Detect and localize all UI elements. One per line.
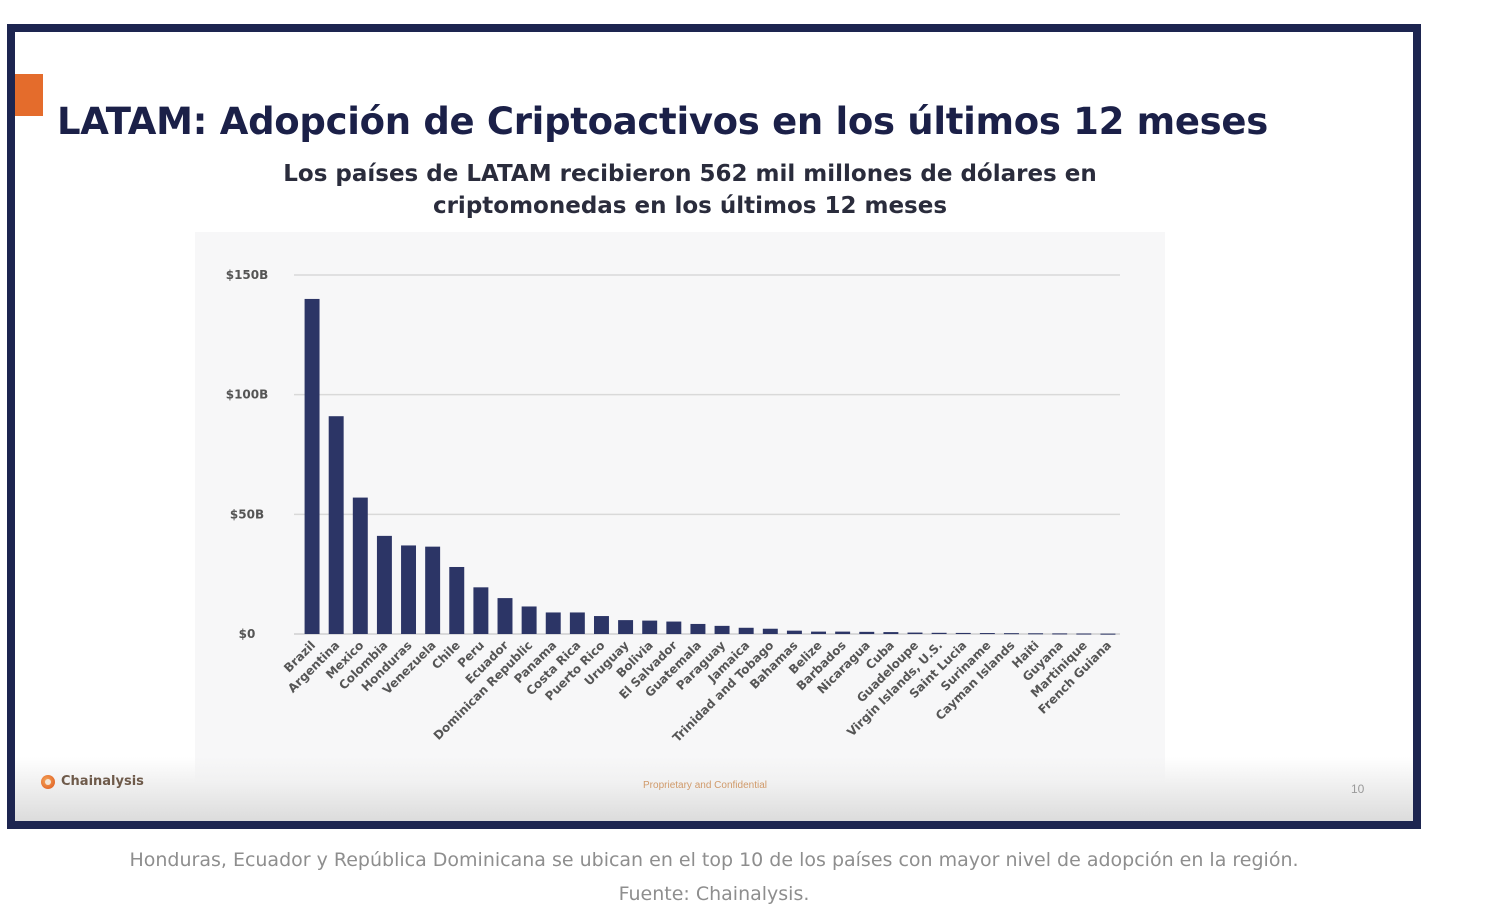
bar-honduras <box>401 545 417 634</box>
bar-costa-rica <box>569 612 585 634</box>
bar-venezuela <box>425 546 441 634</box>
bar-nicaragua <box>859 631 875 634</box>
bar-panama <box>545 612 561 634</box>
bar-suriname <box>979 633 995 635</box>
bar-barbados <box>835 631 851 634</box>
footer-logo: Chainalysis <box>41 774 144 789</box>
bar-peru <box>473 587 489 634</box>
image-caption: Honduras, Ecuador y República Dominicana… <box>0 843 1428 911</box>
bar-colombia <box>376 535 392 634</box>
bar-guadeloupe <box>907 632 923 634</box>
page-number: 10 <box>1351 782 1365 796</box>
bar-chart: $0$50B$100B$150BBrazilArgentinaMexicoCol… <box>226 268 1120 745</box>
slide-frame: LATAM: Adopción de Criptoactivos en los … <box>7 24 1421 829</box>
bar-paraguay <box>714 625 730 634</box>
y-tick-label: $0 <box>239 627 256 641</box>
y-tick-label: $100B <box>226 388 269 402</box>
bar-ecuador <box>497 598 513 634</box>
bar-uruguay <box>618 620 634 634</box>
bar-trinidad-and-tobago <box>762 628 778 634</box>
bar-jamaica <box>738 627 754 634</box>
bar-belize <box>811 631 827 634</box>
bar-french-guiana <box>1100 633 1116 635</box>
slide-title: LATAM: Adopción de Criptoactivos en los … <box>57 100 1268 143</box>
bar-cayman-islands <box>1003 633 1019 635</box>
footer-confidential: Proprietary and Confidential <box>643 780 767 791</box>
y-tick-label: $150B <box>226 268 269 282</box>
bar-martinique <box>1076 633 1092 635</box>
chainalysis-logo-icon <box>41 774 55 789</box>
caption-source: Fuente: Chainalysis. <box>618 883 810 905</box>
caption-line-1: Honduras, Ecuador y República Dominicana… <box>129 849 1299 871</box>
title-accent <box>15 74 43 116</box>
bar-guatemala <box>690 623 706 634</box>
bar-haiti <box>1028 633 1044 635</box>
bar-cuba <box>883 632 899 634</box>
bar-bahamas <box>786 630 802 634</box>
footer-logo-text: Chainalysis <box>61 774 144 789</box>
bar-saint-lucia <box>955 632 971 634</box>
bar-argentina <box>328 416 344 634</box>
bar-el-salvador <box>666 621 682 634</box>
bar-dominican-republic <box>521 606 537 634</box>
chart-title: Los países de LATAM recibieron 562 mil m… <box>283 161 1097 219</box>
bar-chile <box>449 566 465 634</box>
bar-mexico <box>352 497 368 634</box>
bar-brazil <box>304 298 320 634</box>
bar-guyana <box>1052 633 1068 635</box>
footer-band <box>15 757 1413 821</box>
bar-bolivia <box>642 620 658 634</box>
bar-virgin-islands-u-s- <box>931 632 947 634</box>
y-tick-label: $50B <box>230 507 264 521</box>
bar-puerto-rico <box>593 616 609 634</box>
x-tick-label: Chile <box>429 638 463 672</box>
slide: LATAM: Adopción de Criptoactivos en los … <box>15 32 1413 821</box>
